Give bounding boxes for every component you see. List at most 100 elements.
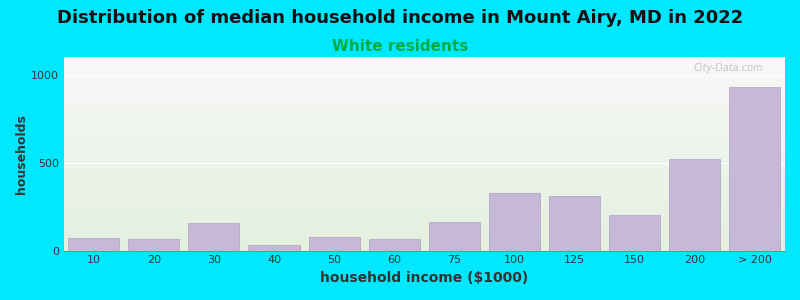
Bar: [64, 63, 785, 64]
Bar: [64, 80, 785, 81]
Bar: [64, 209, 785, 210]
Bar: [64, 174, 785, 175]
Bar: [64, 76, 785, 77]
Bar: [64, 201, 785, 202]
Bar: [64, 175, 785, 176]
Bar: [64, 82, 785, 83]
Bar: [64, 79, 785, 80]
Bar: [64, 220, 785, 221]
Bar: [64, 108, 785, 109]
Bar: [64, 225, 785, 226]
Bar: [64, 172, 785, 173]
Bar: [64, 126, 785, 127]
Bar: [64, 195, 785, 196]
Bar: [64, 120, 785, 121]
Bar: [64, 146, 785, 147]
Bar: [64, 127, 785, 128]
Bar: [64, 104, 785, 105]
Bar: [64, 229, 785, 230]
Bar: [64, 101, 785, 103]
Bar: [64, 235, 785, 236]
Bar: [188, 223, 239, 250]
Bar: [64, 186, 785, 187]
Bar: [64, 114, 785, 115]
Bar: [549, 196, 600, 250]
Bar: [64, 97, 785, 98]
Bar: [64, 135, 785, 136]
Bar: [64, 66, 785, 67]
Bar: [64, 118, 785, 119]
Bar: [64, 184, 785, 185]
Bar: [64, 142, 785, 143]
Bar: [64, 200, 785, 201]
Bar: [64, 96, 785, 97]
Bar: [64, 165, 785, 166]
Bar: [64, 83, 785, 84]
Bar: [64, 163, 785, 164]
Bar: [64, 129, 785, 130]
Bar: [64, 93, 785, 94]
Bar: [64, 205, 785, 206]
Bar: [64, 167, 785, 168]
Bar: [64, 227, 785, 228]
Bar: [64, 226, 785, 227]
Bar: [670, 159, 720, 250]
Bar: [64, 168, 785, 169]
Bar: [64, 68, 785, 69]
Bar: [64, 64, 785, 65]
Bar: [64, 178, 785, 179]
Bar: [64, 98, 785, 99]
Bar: [64, 106, 785, 107]
Bar: [64, 193, 785, 194]
Bar: [64, 148, 785, 149]
Bar: [64, 212, 785, 213]
Bar: [64, 78, 785, 79]
Bar: [64, 230, 785, 231]
Bar: [64, 156, 785, 157]
Bar: [64, 99, 785, 100]
Bar: [64, 176, 785, 177]
Bar: [64, 199, 785, 200]
Bar: [369, 239, 420, 250]
Bar: [64, 92, 785, 93]
Bar: [64, 224, 785, 225]
Bar: [64, 147, 785, 148]
Bar: [64, 57, 785, 58]
Bar: [64, 144, 785, 145]
Bar: [64, 246, 785, 247]
Bar: [64, 141, 785, 142]
Bar: [64, 244, 785, 245]
Bar: [64, 100, 785, 101]
Bar: [64, 232, 785, 233]
Bar: [730, 87, 781, 250]
Bar: [64, 77, 785, 78]
Bar: [249, 245, 299, 250]
Bar: [64, 191, 785, 193]
Bar: [64, 159, 785, 160]
Bar: [64, 133, 785, 134]
Bar: [64, 213, 785, 214]
Bar: [64, 249, 785, 250]
Bar: [64, 190, 785, 191]
Bar: [64, 198, 785, 199]
Bar: [64, 217, 785, 218]
Bar: [64, 206, 785, 207]
Bar: [64, 183, 785, 184]
Bar: [64, 86, 785, 87]
Bar: [64, 177, 785, 178]
Bar: [64, 221, 785, 223]
Bar: [64, 155, 785, 156]
Text: City-Data.com: City-Data.com: [694, 63, 763, 73]
Bar: [64, 109, 785, 110]
Bar: [64, 207, 785, 208]
X-axis label: household income ($1000): household income ($1000): [320, 271, 529, 285]
Bar: [64, 171, 785, 172]
Text: White residents: White residents: [332, 39, 468, 54]
Bar: [64, 204, 785, 205]
Bar: [64, 170, 785, 171]
Bar: [64, 110, 785, 111]
Bar: [64, 112, 785, 113]
Bar: [64, 117, 785, 118]
Bar: [64, 153, 785, 154]
Bar: [64, 196, 785, 197]
